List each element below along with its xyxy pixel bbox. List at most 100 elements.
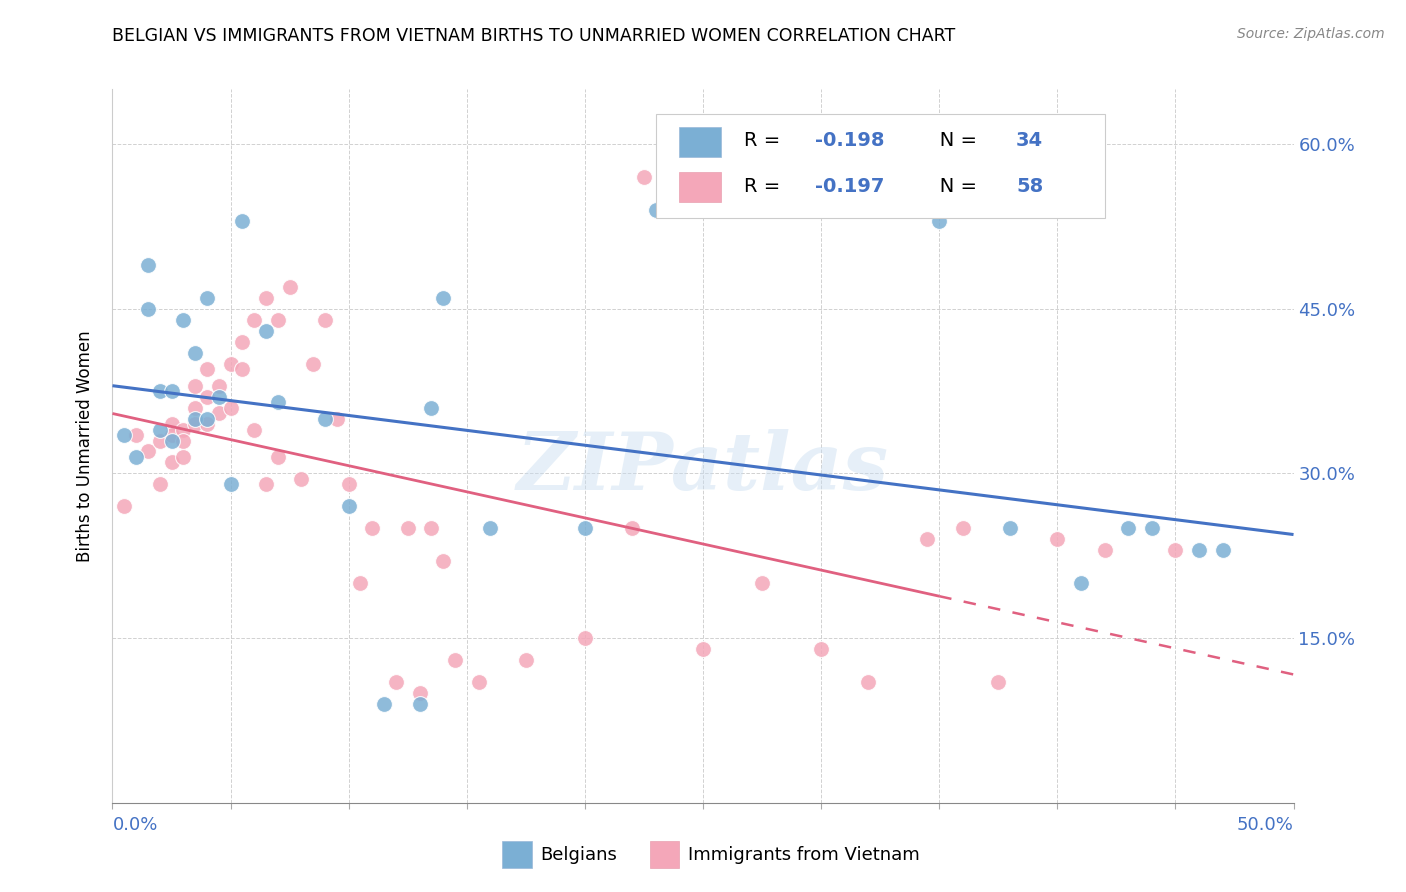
Point — [184, 345, 207, 359]
Point — [326, 411, 349, 425]
Point — [231, 214, 253, 228]
FancyBboxPatch shape — [679, 127, 721, 157]
Text: 58: 58 — [1017, 178, 1043, 196]
Point — [337, 477, 360, 491]
Point — [172, 423, 194, 437]
Point — [149, 477, 172, 491]
Point — [195, 390, 218, 404]
Point — [810, 642, 832, 657]
Y-axis label: Births to Unmarried Women: Births to Unmarried Women — [76, 330, 94, 562]
Point — [1094, 543, 1116, 558]
Point — [314, 312, 336, 326]
Point — [479, 521, 502, 535]
Point — [952, 521, 974, 535]
Point — [195, 411, 218, 425]
Text: Belgians: Belgians — [540, 846, 617, 863]
Text: Source: ZipAtlas.com: Source: ZipAtlas.com — [1237, 27, 1385, 41]
Point — [195, 291, 218, 305]
Point — [385, 675, 408, 690]
Text: 0.0%: 0.0% — [112, 816, 157, 834]
Point — [267, 395, 290, 409]
Text: N =: N = — [921, 131, 984, 150]
Point — [195, 417, 218, 431]
Point — [408, 697, 430, 711]
Point — [208, 406, 231, 420]
Point — [136, 258, 159, 272]
Point — [149, 423, 172, 437]
Point — [432, 554, 454, 568]
Point — [432, 291, 454, 305]
Point — [349, 576, 371, 591]
Point — [254, 291, 277, 305]
Point — [243, 312, 266, 326]
Point — [928, 214, 950, 228]
FancyBboxPatch shape — [502, 841, 531, 869]
Point — [136, 301, 159, 316]
Point — [231, 362, 253, 376]
Point — [172, 312, 194, 326]
Text: -0.197: -0.197 — [815, 178, 884, 196]
Point — [515, 653, 537, 667]
Point — [467, 675, 489, 690]
Point — [231, 334, 253, 349]
Point — [337, 500, 360, 514]
Point — [987, 675, 1010, 690]
Point — [998, 521, 1021, 535]
Point — [1212, 543, 1234, 558]
Point — [172, 434, 194, 448]
Point — [160, 434, 183, 448]
Point — [267, 450, 290, 464]
Point — [408, 686, 430, 700]
Point — [136, 444, 159, 458]
Text: N =: N = — [921, 178, 984, 196]
Point — [302, 357, 325, 371]
Text: R =: R = — [744, 131, 787, 150]
Point — [1164, 543, 1187, 558]
Point — [160, 384, 183, 398]
Point — [149, 384, 172, 398]
FancyBboxPatch shape — [650, 841, 679, 869]
Text: BELGIAN VS IMMIGRANTS FROM VIETNAM BIRTHS TO UNMARRIED WOMEN CORRELATION CHART: BELGIAN VS IMMIGRANTS FROM VIETNAM BIRTH… — [112, 27, 956, 45]
Point — [644, 202, 666, 217]
Point — [172, 450, 194, 464]
Point — [219, 357, 242, 371]
Point — [692, 642, 714, 657]
Point — [574, 521, 596, 535]
Point — [1140, 521, 1163, 535]
Point — [149, 434, 172, 448]
Point — [1070, 576, 1092, 591]
Text: R =: R = — [744, 178, 787, 196]
Point — [751, 576, 773, 591]
Point — [208, 390, 231, 404]
Point — [195, 362, 218, 376]
Point — [633, 169, 655, 184]
Point — [243, 423, 266, 437]
Point — [290, 472, 312, 486]
Point — [267, 312, 290, 326]
Point — [278, 280, 301, 294]
Text: -0.198: -0.198 — [815, 131, 884, 150]
Point — [254, 324, 277, 338]
Text: Immigrants from Vietnam: Immigrants from Vietnam — [688, 846, 920, 863]
Point — [1046, 533, 1069, 547]
Point — [917, 533, 939, 547]
Point — [125, 450, 148, 464]
Point — [254, 477, 277, 491]
FancyBboxPatch shape — [655, 114, 1105, 218]
Point — [373, 697, 395, 711]
Point — [184, 401, 207, 415]
Point — [184, 417, 207, 431]
Point — [125, 428, 148, 442]
Point — [208, 378, 231, 392]
Point — [1116, 521, 1139, 535]
Point — [420, 521, 443, 535]
Point — [219, 477, 242, 491]
Point — [314, 411, 336, 425]
Point — [621, 521, 644, 535]
Point — [1188, 543, 1211, 558]
FancyBboxPatch shape — [679, 172, 721, 202]
Point — [112, 500, 135, 514]
Point — [396, 521, 419, 535]
Point — [160, 417, 183, 431]
Point — [219, 401, 242, 415]
